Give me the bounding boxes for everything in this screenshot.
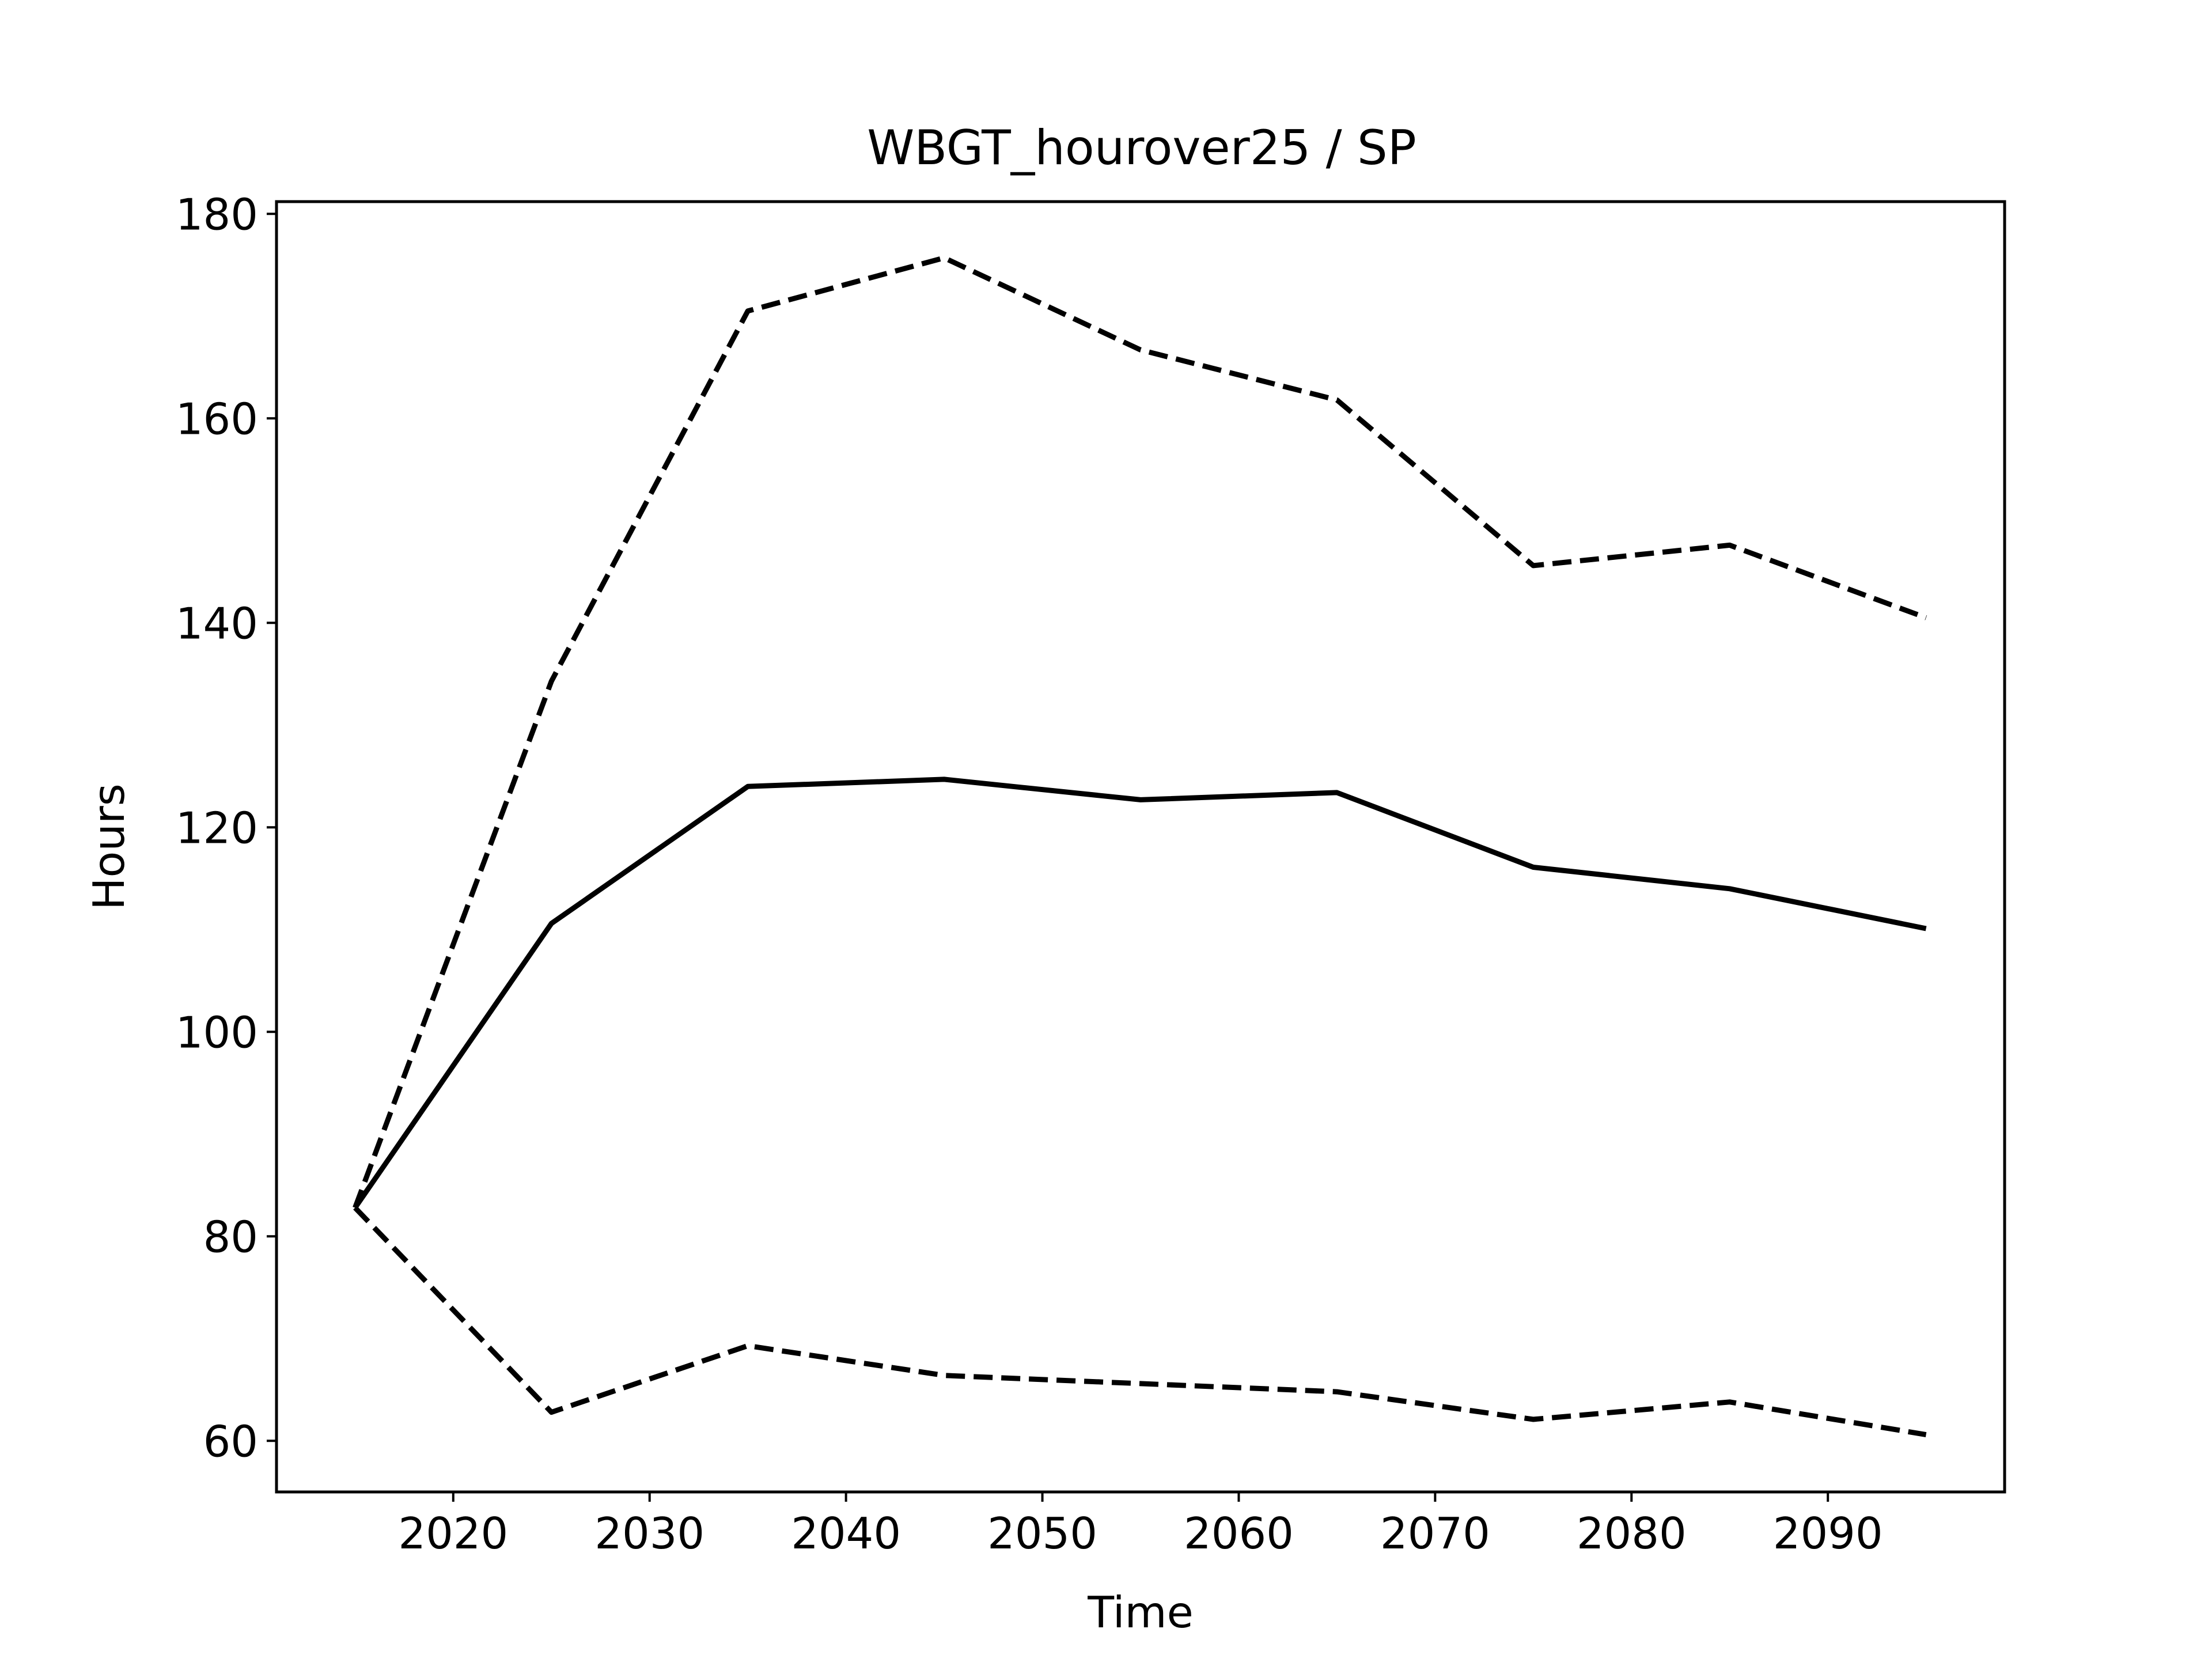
x-tick-label: 2030 [594, 1508, 704, 1559]
y-tick-label: 60 [203, 1416, 258, 1467]
x-tick-label: 2070 [1380, 1508, 1490, 1559]
plot-frame [275, 200, 2006, 1494]
x-axis-label: Time [1087, 1587, 1194, 1638]
series-line-2-dashed [353, 255, 1927, 1209]
y-axis-ticks: 60 80 100 120 140 160 180 [176, 189, 276, 1467]
y-tick-label: 180 [176, 189, 258, 240]
series-line-1-solid [353, 777, 1927, 1210]
y-tick-label: 100 [176, 1007, 258, 1058]
y-tick-label: 80 [203, 1211, 258, 1262]
x-tick-label: 2020 [398, 1508, 508, 1559]
x-tick-label: 2050 [987, 1508, 1097, 1559]
x-tick-label: 2060 [1184, 1508, 1294, 1559]
y-tick-label: 160 [176, 393, 258, 444]
x-tick-label: 2090 [1773, 1508, 1883, 1559]
x-axis-ticks: 2020 2030 2040 2050 2060 2070 2080 2090 [398, 1492, 1883, 1559]
series-layer [353, 255, 1927, 1438]
y-axis-label: Hours [84, 783, 134, 910]
x-tick-label: 2040 [791, 1508, 901, 1559]
y-tick-label: 120 [176, 802, 258, 853]
series-line-3-dashed [353, 1206, 1927, 1438]
chart-title: WBGT_hourover25 / SP [867, 120, 1416, 176]
x-tick-label: 2080 [1577, 1508, 1687, 1559]
y-tick-label: 140 [176, 598, 258, 649]
